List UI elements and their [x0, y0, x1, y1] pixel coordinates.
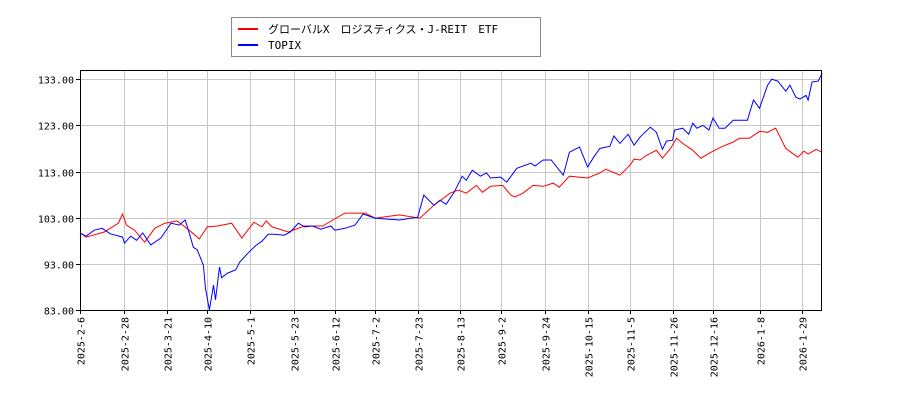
legend-swatch-blue [238, 44, 258, 46]
legend-item-reit: グローバルX ロジスティクス・J-REIT ETF [238, 22, 498, 36]
x-tick-label: 2026-1-8 [757, 317, 768, 365]
legend-label-reit: グローバルX ロジスティクス・J-REIT ETF [268, 23, 499, 36]
legend-item-topix: TOPIX [238, 38, 301, 52]
x-tick-label: 2025-2-6 [77, 317, 88, 365]
y-tick-label: 123.00 [38, 122, 74, 133]
x-tick-label: 2025-7-2 [372, 317, 383, 365]
x-tick-label: 2025-5-23 [291, 317, 302, 371]
x-tick-label: 2025-9-2 [498, 317, 509, 365]
x-tick-label: 2025-6-12 [332, 317, 343, 371]
x-tick-label: 2025-11-5 [627, 317, 638, 371]
x-tick-label: 2026-1-29 [799, 317, 810, 371]
legend-swatch-red [238, 28, 258, 30]
y-tick-label: 93.00 [44, 261, 74, 272]
x-tick-label: 2025-12-16 [710, 317, 721, 377]
legend: グローバルX ロジスティクス・J-REIT ETF TOPIX [231, 17, 541, 57]
series-line-topix [79, 72, 823, 311]
x-tick-label: 2025-3-21 [164, 317, 175, 371]
x-tick-label: 2025-7-23 [415, 317, 426, 371]
y-tick-label: 103.00 [38, 215, 74, 226]
x-tick-label: 2025-4-10 [204, 317, 215, 371]
y-tick-label: 133.00 [38, 76, 74, 87]
series-lines [79, 72, 823, 311]
x-axis: 2025-2-6 2025-2-28 2025-3-21 2025-4-10 2025-… [77, 310, 810, 377]
grid [80, 70, 821, 311]
x-tick-label: 2025-10-15 [585, 317, 596, 377]
plot-frame [80, 70, 822, 311]
x-tick-label: 2025-9-24 [542, 317, 553, 371]
y-axis: 83.00 93.00 103.00 113.00 123.00 133.00 [38, 76, 80, 318]
y-tick-label: 113.00 [38, 169, 74, 180]
x-tick-label: 2025-8-13 [457, 317, 468, 371]
x-tick-label: 2025-5-1 [247, 317, 258, 365]
x-tick-label: 2025-11-26 [670, 317, 681, 377]
x-tick-label: 2025-2-28 [121, 317, 132, 371]
legend-label-topix: TOPIX [268, 38, 302, 52]
series-line-reit [79, 127, 823, 244]
y-tick-label: 83.00 [44, 307, 74, 318]
